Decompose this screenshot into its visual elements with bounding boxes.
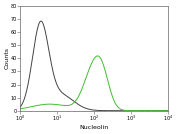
X-axis label: Nucleolin: Nucleolin bbox=[79, 125, 109, 130]
Y-axis label: Counts: Counts bbox=[4, 47, 9, 69]
